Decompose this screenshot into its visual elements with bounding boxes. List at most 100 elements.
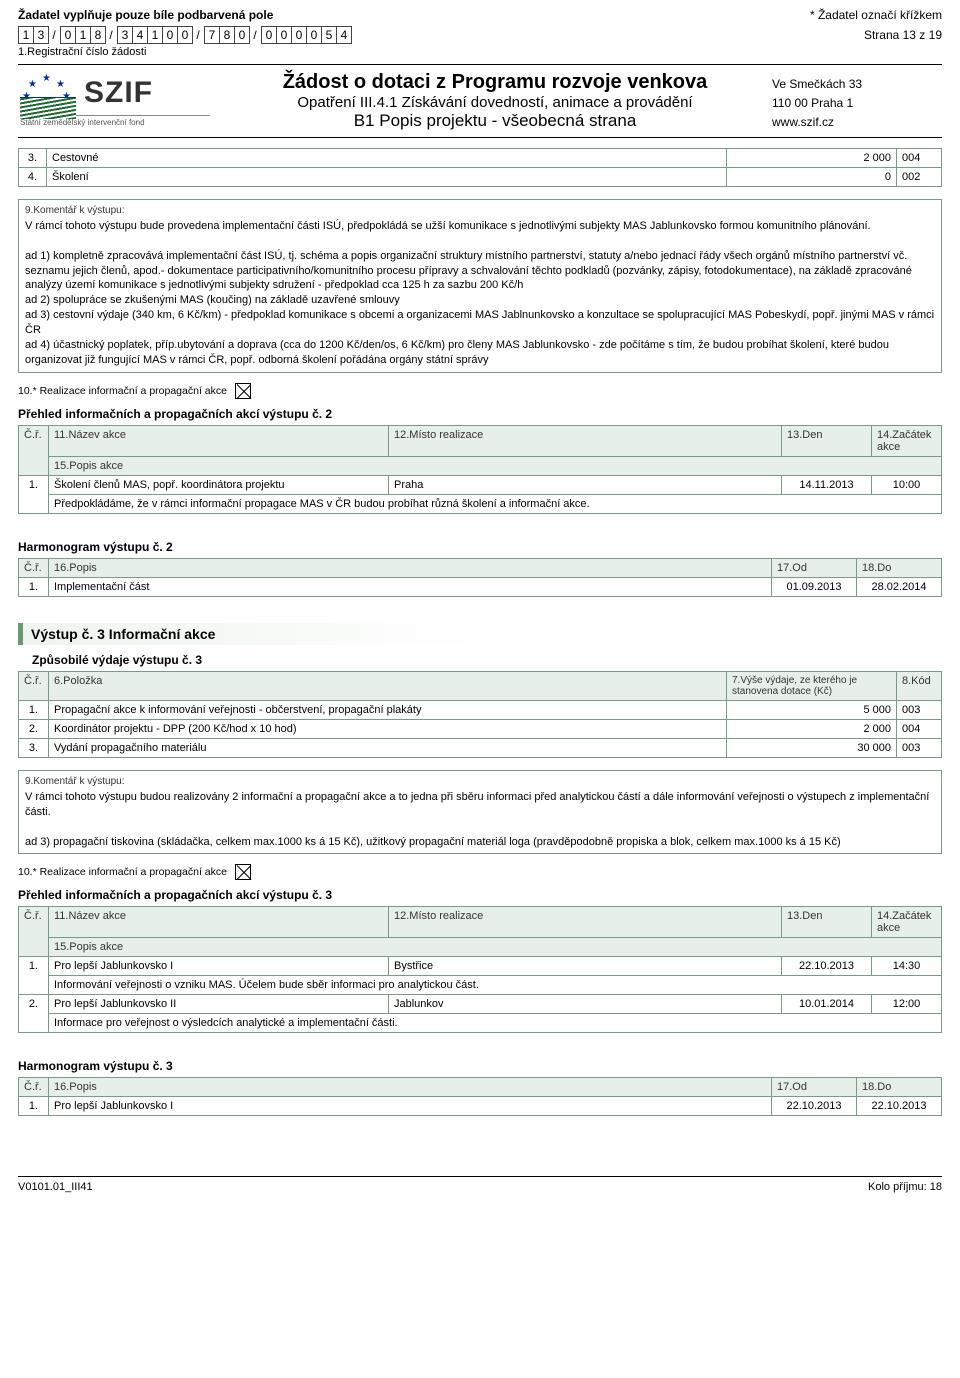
col-code: 8.Kód — [897, 671, 942, 700]
page-number: Strana 13 z 19 — [810, 28, 942, 42]
cost3-heading: Způsobilé výdaje výstupu č. 3 — [32, 653, 942, 667]
reg-digit: 1 — [147, 26, 163, 44]
events3-heading: Přehled informačních a propagačních akcí… — [18, 888, 942, 902]
row-item: Propagační akce k informování veřejnosti… — [49, 700, 727, 719]
row-num: 1. — [19, 700, 49, 719]
reg-digit: 0 — [162, 26, 178, 44]
table-row: 1. Implementační část 01.09.2013 28.02.2… — [19, 577, 942, 596]
event-place: Jablunkov — [389, 995, 782, 1014]
form-title-1: Žádost o dotaci z Programu rozvoje venko… — [226, 71, 764, 94]
table-row: 3. Cestovné 2 000 004 — [19, 148, 942, 167]
page-footer: V0101.01_III41 Kolo příjmu: 18 — [18, 1176, 942, 1193]
table-row: Informování veřejnosti o vzniku MAS. Úče… — [19, 976, 942, 995]
addr-line-2: 110 00 Praha 1 — [772, 94, 942, 113]
col-do: 18.Do — [857, 1078, 942, 1097]
registration-number: 13/018/34100/780/000054 — [18, 26, 351, 44]
row-amount: 2 000 — [727, 148, 897, 167]
reg-digit: 0 — [276, 26, 292, 44]
col-day: 13.Den — [782, 425, 872, 456]
reg-digit: 1 — [18, 26, 34, 44]
reg-digit: 0 — [306, 26, 322, 44]
reg-digit: / — [48, 26, 60, 44]
table-row: 4. Školení 0 002 — [19, 167, 942, 186]
event-name: Pro lepší Jablunkovsko I — [49, 957, 389, 976]
table-row: 1. Školení členů MAS, popř. koordinátora… — [19, 475, 942, 494]
event-desc: Informování veřejnosti o vzniku MAS. Úče… — [49, 976, 942, 995]
row-num: 1. — [19, 577, 49, 596]
col-cr: Č.ř. — [19, 558, 49, 577]
col-do: 18.Do — [857, 558, 942, 577]
harm-do: 28.02.2014 — [857, 577, 942, 596]
row-code: 004 — [897, 148, 942, 167]
event-place: Bystřice — [389, 957, 782, 976]
table-row: 2. Koordinátor projektu - DPP (200 Kč/ho… — [19, 719, 942, 738]
row-num: 3. — [19, 738, 49, 757]
row-code: 004 — [897, 719, 942, 738]
table-row: Předpokládáme, že v rámci informační pro… — [19, 494, 942, 513]
table-row: Informace pro veřejnost o výsledcích ana… — [19, 1014, 942, 1033]
checkbox-propagation-3[interactable] — [235, 864, 251, 880]
event-start: 10:00 — [872, 475, 942, 494]
harmonogram-3: Č.ř. 16.Popis 17.Od 18.Do 1. Pro lepší J… — [18, 1077, 942, 1116]
mark-note: * Žadatel označí křížkem — [810, 8, 942, 22]
addr-line-1: Ve Smečkách 33 — [772, 75, 942, 94]
col-cr: Č.ř. — [19, 907, 49, 957]
row-num: 1. — [19, 957, 49, 995]
harm2-heading: Harmonogram výstupu č. 2 — [18, 540, 942, 554]
reg-digit: 7 — [204, 26, 220, 44]
harm-od: 01.09.2013 — [772, 577, 857, 596]
szif-logo: ★ ★ ★ ★ ★ ★ SZIF Státní zemědělský inter… — [18, 71, 218, 133]
row-amount: 30 000 — [727, 738, 897, 757]
row-num: 1. — [19, 1097, 49, 1116]
reg-digit: 0 — [234, 26, 250, 44]
col-place: 12.Místo realizace — [389, 907, 782, 938]
checkbox-propagation-2[interactable] — [235, 383, 251, 399]
event-day: 10.01.2014 — [782, 995, 872, 1014]
col-cr: Č.ř. — [19, 1078, 49, 1097]
reg-digit: 3 — [33, 26, 49, 44]
round-label: Kolo příjmu: 18 — [868, 1181, 942, 1193]
reg-digit: 1 — [75, 26, 91, 44]
event-start: 14:30 — [872, 957, 942, 976]
col-amount: 7.Výše výdaje, ze kterého je stanovena d… — [727, 671, 897, 700]
row-code: 003 — [897, 700, 942, 719]
registration-label: 1.Registrační číslo žádosti — [18, 46, 351, 58]
comment-text: V rámci tohoto výstupu budou realizovány… — [25, 790, 935, 849]
cost-table-top: 3. Cestovné 2 000 0044. Školení 0 002 — [18, 148, 942, 187]
check-label: 10.* Realizace informační a propagační a… — [18, 866, 227, 878]
col-popis: 16.Popis — [49, 1078, 772, 1097]
reg-digit: 5 — [321, 26, 337, 44]
szif-address: Ve Smečkách 33 110 00 Praha 1 www.szif.c… — [772, 71, 942, 133]
harm-do: 22.10.2013 — [857, 1097, 942, 1116]
row-num: 1. — [19, 475, 49, 513]
row-item: Cestovné — [47, 148, 727, 167]
row-num: 2. — [19, 719, 49, 738]
reg-digit: 4 — [336, 26, 352, 44]
harm-od: 22.10.2013 — [772, 1097, 857, 1116]
col-start: 14.Začátek akce — [872, 425, 942, 456]
reg-digit: 0 — [60, 26, 76, 44]
table-row: 3. Vydání propagačního materiálu 30 000 … — [19, 738, 942, 757]
output-3-heading: Výstup č. 3 Informační akce — [18, 623, 942, 645]
szif-wordmark: SZIF — [84, 76, 153, 110]
event-desc: Předpokládáme, že v rámci informační pro… — [49, 494, 942, 513]
col-day: 13.Den — [782, 907, 872, 938]
col-desc: 15.Popis akce — [49, 938, 942, 957]
col-od: 17.Od — [772, 1078, 857, 1097]
row-item: Koordinátor projektu - DPP (200 Kč/hod x… — [49, 719, 727, 738]
reg-digit: / — [192, 26, 204, 44]
event-desc: Informace pro veřejnost o výsledcích ana… — [49, 1014, 942, 1033]
col-start: 14.Začátek akce — [872, 907, 942, 938]
row-num: 4. — [19, 167, 47, 186]
reg-digit: 8 — [219, 26, 235, 44]
reg-digit: 0 — [291, 26, 307, 44]
comment-label: 9.Komentář k výstupu: — [25, 204, 935, 218]
check-label: 10.* Realizace informační a propagační a… — [18, 385, 227, 397]
col-cr: Č.ř. — [19, 671, 49, 700]
comment-label: 9.Komentář k výstupu: — [25, 775, 935, 789]
col-desc: 15.Popis akce — [49, 456, 942, 475]
table-row: 1. Propagační akce k informování veřejno… — [19, 700, 942, 719]
applicant-note: Žadatel vyplňuje pouze bíle podbarvená p… — [18, 8, 351, 22]
harm3-heading: Harmonogram výstupu č. 3 — [18, 1059, 942, 1073]
reg-digit: 8 — [90, 26, 106, 44]
